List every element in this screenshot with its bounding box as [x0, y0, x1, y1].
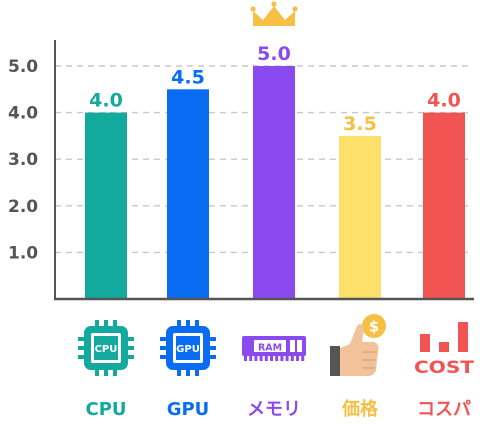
bar-4 [423, 112, 465, 299]
value-label: 4.0 [89, 90, 123, 112]
y-tick-label: 5.0 [8, 57, 38, 77]
crown-shape [253, 6, 295, 26]
ram-label: RAM [258, 343, 282, 354]
y-tick-label: 3.0 [8, 150, 38, 170]
value-label: 3.5 [343, 113, 377, 135]
category-icons: CPU GPU RAM $ COST [78, 314, 474, 378]
category-label: メモリ [247, 399, 301, 420]
bar-0 [85, 112, 127, 299]
crown-jewel [250, 6, 256, 12]
crown-jewel [271, 1, 277, 7]
cost-bars-icon: COST [414, 322, 474, 378]
gpu-chip-icon: GPU [160, 320, 216, 376]
y-tick-label: 2.0 [8, 197, 38, 217]
bars [85, 66, 465, 299]
crown-icon [250, 1, 298, 26]
y-tick-label: 1.0 [8, 243, 38, 263]
bar-1 [167, 89, 209, 299]
category-label: 価格 [341, 398, 379, 420]
y-tick-label: 4.0 [8, 104, 38, 124]
coin-symbol: $ [369, 318, 379, 336]
y-tick-labels: 1.0 2.0 3.0 4.0 5.0 [8, 57, 38, 263]
category-labels: CPU GPU メモリ 価格 コスパ [85, 398, 471, 420]
chip-label: GPU [176, 344, 200, 355]
category-label: GPU [167, 399, 210, 420]
cpu-chip-icon: CPU [78, 320, 134, 376]
bar-2 [253, 66, 295, 299]
category-label: コスパ [417, 399, 471, 420]
bar-3 [339, 135, 381, 299]
value-label: 5.0 [257, 43, 291, 65]
cost-label: COST [414, 358, 474, 378]
crown-jewel [292, 6, 298, 12]
ram-module-icon: RAM [242, 336, 306, 361]
value-labels: 4.0 4.5 5.0 3.5 4.0 [89, 43, 461, 135]
axes [54, 40, 474, 301]
value-label: 4.0 [427, 90, 461, 112]
category-label: CPU [85, 399, 126, 420]
value-label: 4.5 [171, 66, 205, 88]
chip-label: CPU [95, 344, 118, 355]
thumbs-up-coin-icon: $ [330, 314, 386, 376]
